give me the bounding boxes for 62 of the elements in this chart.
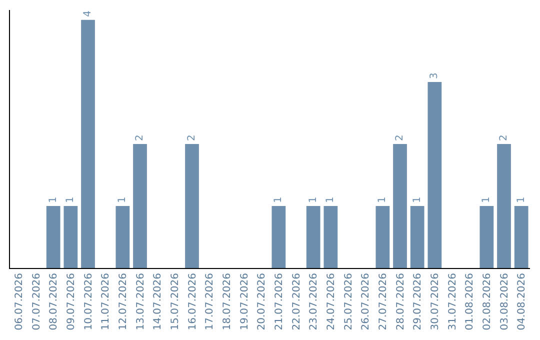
x-tick-label: 03.08.2026 xyxy=(499,273,510,330)
x-tick-label: 22.07.2026 xyxy=(291,273,302,330)
bar xyxy=(497,144,511,268)
bar xyxy=(428,82,442,268)
bar xyxy=(185,144,199,268)
x-tick-label: 17.07.2026 xyxy=(204,273,216,330)
bar xyxy=(133,144,147,268)
x-tick-label: 11.07.2026 xyxy=(100,273,112,330)
x-tick-label: 04.08.2026 xyxy=(516,273,528,330)
data-label: 1 xyxy=(273,196,284,203)
x-tick-label: 28.07.2026 xyxy=(395,273,406,330)
bar xyxy=(116,206,130,268)
data-label: 1 xyxy=(516,196,527,203)
x-tick-label: 07.07.2026 xyxy=(31,273,42,330)
data-label: 3 xyxy=(429,72,440,79)
bar xyxy=(324,206,338,268)
bar xyxy=(393,144,407,268)
x-tick-label: 19.07.2026 xyxy=(239,273,250,330)
bar xyxy=(46,206,60,268)
x-tick-label: 26.07.2026 xyxy=(360,273,372,330)
x-tick-label: 25.07.2026 xyxy=(343,273,354,330)
bar xyxy=(410,206,424,268)
data-label: 1 xyxy=(377,196,388,203)
data-label: 4 xyxy=(82,10,94,17)
data-label: 1 xyxy=(48,196,59,203)
x-tick-label: 21.07.2026 xyxy=(274,273,285,330)
data-label: 1 xyxy=(481,196,492,203)
bar xyxy=(376,206,390,268)
bar xyxy=(81,20,95,268)
x-tick-label: 23.07.2026 xyxy=(308,273,320,330)
data-label: 2 xyxy=(186,134,198,141)
x-tick-label: 09.07.2026 xyxy=(66,273,77,330)
x-tick-label: 13.07.2026 xyxy=(135,273,146,330)
x-tick-label: 16.07.2026 xyxy=(187,273,198,330)
x-tick-label: 29.07.2026 xyxy=(412,273,424,330)
x-tick-label: 18.07.2026 xyxy=(222,273,233,330)
bar xyxy=(306,206,320,268)
x-tick-label: 24.07.2026 xyxy=(326,273,337,330)
data-label: 1 xyxy=(308,196,319,203)
bar xyxy=(514,206,528,268)
x-tick-label: 30.07.2026 xyxy=(430,273,441,330)
data-label: 1 xyxy=(117,196,128,203)
data-label: 2 xyxy=(498,134,510,141)
data-label: 2 xyxy=(394,134,406,141)
x-tick-label: 14.07.2026 xyxy=(152,273,164,330)
bar xyxy=(480,206,494,268)
x-tick-label: 01.08.2026 xyxy=(464,273,476,330)
data-label: 1 xyxy=(412,196,423,203)
x-tick-label: 02.08.2026 xyxy=(482,273,493,330)
x-tick-label: 06.07.2026 xyxy=(14,273,25,330)
bar xyxy=(64,206,78,268)
x-tick-label: 12.07.2026 xyxy=(118,273,129,330)
x-tick-label: 27.07.2026 xyxy=(378,273,389,330)
x-tick-label: 31.07.2026 xyxy=(447,273,458,330)
data-label: 1 xyxy=(325,196,336,203)
data-label: 2 xyxy=(134,134,146,141)
x-tick-label: 08.07.2026 xyxy=(48,273,60,330)
bar xyxy=(272,206,286,268)
data-label: 1 xyxy=(65,196,76,203)
x-tick-label: 10.07.2026 xyxy=(83,273,94,330)
x-tick-label: 20.07.2026 xyxy=(256,273,268,330)
x-tick-label: 15.07.2026 xyxy=(170,273,181,330)
